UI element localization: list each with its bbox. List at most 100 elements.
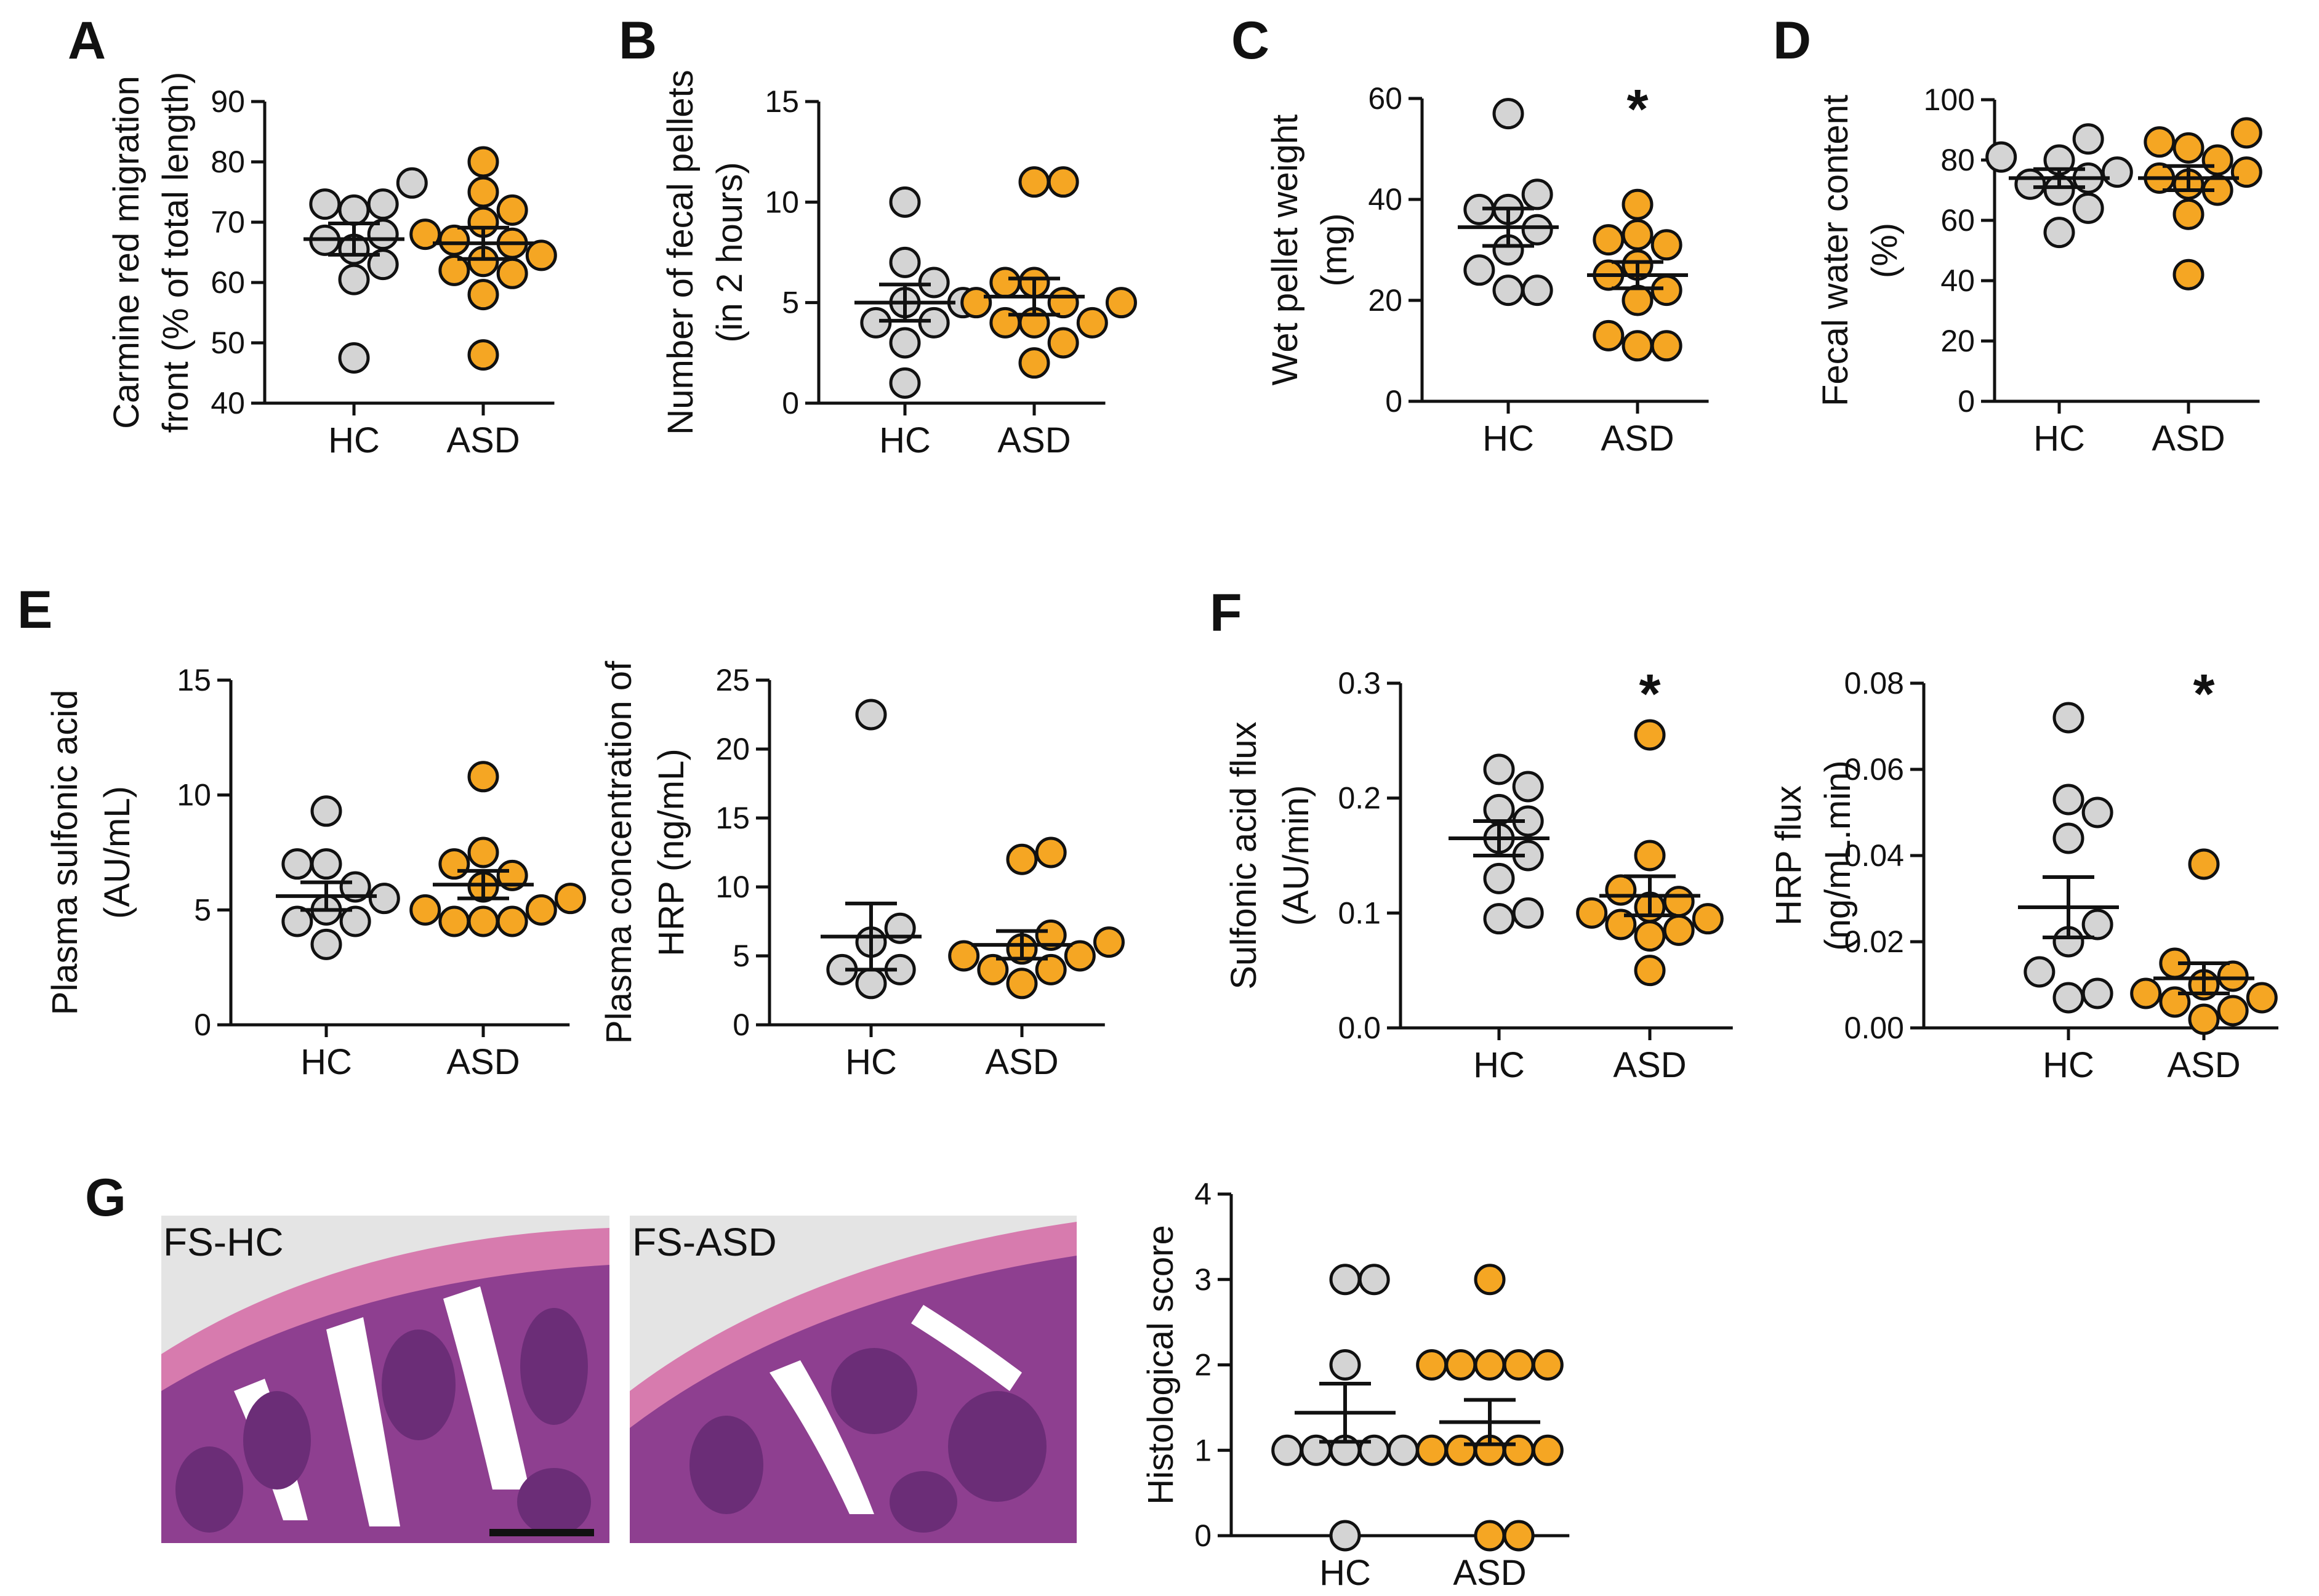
x-tick-label-hc: HC [1473, 1045, 1525, 1085]
data-point-asd [1650, 330, 1682, 362]
x-tick-label-asd: ASD [446, 1042, 520, 1082]
y-tick-label: 40 [1940, 263, 1975, 298]
y-axis-title: (%) [1865, 223, 1905, 278]
data-point-asd [1047, 327, 1079, 359]
panel-letter-c: C [1231, 11, 1269, 70]
x-tick-label-hc: HC [2033, 419, 2085, 459]
data-point-asd [1445, 1434, 1477, 1466]
data-point-asd [1576, 897, 1608, 929]
data-point-hc [2052, 784, 2084, 816]
y-axis-title: HRP flux [1769, 785, 1809, 926]
y-axis-title: Number of fecal pellets [661, 70, 701, 435]
data-point-asd [1474, 1264, 1506, 1296]
y-tick-label: 0 [1194, 1518, 1212, 1553]
data-point-asd [1593, 319, 1625, 351]
y-tick-label: 40 [1368, 182, 1402, 217]
data-point-hc [1358, 1264, 1390, 1296]
data-point-hc [338, 342, 370, 374]
data-point-hc [2052, 822, 2084, 854]
data-point-hc [918, 307, 950, 339]
y-axis-title: HRP (ng/mL) [651, 748, 691, 956]
data-point-asd [989, 307, 1021, 339]
data-point-asd [1445, 1349, 1477, 1381]
y-tick-label: 50 [211, 326, 245, 360]
panel-letter-e: E [17, 580, 52, 640]
data-point-hc [2081, 908, 2113, 940]
data-point-asd [2172, 198, 2204, 230]
data-point-asd [438, 254, 470, 286]
y-tick-label: 0 [1958, 384, 1975, 419]
data-point-hc [889, 367, 921, 399]
data-point-asd [948, 940, 980, 972]
data-point-asd [2246, 982, 2278, 1014]
data-point-asd [1634, 955, 1666, 987]
y-tick-label: 2 [1194, 1348, 1212, 1382]
y-tick-label: 100 [1924, 82, 1975, 117]
y-tick-label: 0 [733, 1008, 750, 1042]
data-point-hc [1463, 254, 1495, 286]
y-tick-label: 10 [177, 778, 211, 812]
data-point-asd [1622, 219, 1654, 251]
data-point-asd [1035, 919, 1067, 951]
y-tick-label: 0.3 [1338, 666, 1381, 700]
panel-letter-f: F [1210, 583, 1242, 643]
x-tick-label-hc: HC [1482, 419, 1534, 459]
data-point-hc [338, 263, 370, 295]
data-point-asd [1503, 1349, 1535, 1381]
y-tick-label: 90 [211, 84, 245, 119]
histology-image-hc [161, 1216, 609, 1543]
data-point-asd [467, 339, 499, 371]
chart-e1: E 0 5 10 15 HC ASD Plasma sulfonic acid (AU/mL) [17, 580, 586, 1082]
data-point-asd [1035, 953, 1067, 985]
histology-label-asd: FS-ASD [632, 1220, 777, 1264]
data-point-hc [1271, 1434, 1303, 1466]
significance-marker: * [1626, 79, 1648, 140]
data-point-asd [1663, 914, 1695, 946]
x-tick-label-asd: ASD [1613, 1045, 1686, 1085]
data-point-hc [889, 327, 921, 359]
data-point-asd [1605, 908, 1637, 940]
data-point-asd [1650, 275, 1682, 307]
data-point-asd [467, 176, 499, 208]
data-point-hc [1521, 275, 1553, 307]
data-point-hc [2052, 702, 2084, 734]
data-point-hc [310, 848, 342, 880]
data-point-asd [1663, 886, 1695, 918]
data-point-asd [1605, 874, 1637, 906]
data-point-asd [1047, 287, 1079, 319]
y-tick-label: 70 [211, 205, 245, 239]
data-point-asd [1416, 1434, 1448, 1466]
x-tick-label-hc: HC [300, 1042, 352, 1082]
data-point-asd [2172, 132, 2204, 164]
significance-marker: * [1639, 664, 1660, 725]
data-point-asd [438, 905, 470, 937]
data-point-hc [1512, 897, 1544, 929]
data-point-hc [338, 194, 370, 226]
data-point-asd [1503, 1520, 1535, 1552]
data-point-hc [2081, 977, 2113, 1009]
data-point-asd [467, 836, 499, 868]
panel-letter-g: G [85, 1168, 126, 1227]
data-point-asd [2217, 960, 2249, 992]
y-tick-label: 20 [1368, 283, 1402, 318]
chart-f1: F 0.0 0.1 0.2 0.3 HC ASD Sulfonic acid flux (AU/… [1210, 583, 1733, 1085]
y-tick-label: 15 [715, 801, 750, 835]
y-tick-label: 0.2 [1338, 781, 1381, 816]
data-point-hc [1329, 1264, 1361, 1296]
data-point-asd [409, 219, 441, 251]
y-tick-label: 10 [765, 185, 799, 219]
y-tick-label: 20 [715, 732, 750, 766]
data-point-asd [1593, 224, 1625, 256]
data-point-asd [496, 905, 528, 937]
x-tick-label-hc: HC [328, 420, 380, 460]
data-point-hc [1329, 1520, 1361, 1552]
data-point-hc [889, 186, 921, 218]
y-tick-label: 0.00 [1844, 1011, 1904, 1045]
chart-c: C 0 20 40 60 HC ASD Wet pellet weight (mg) * [1231, 11, 1709, 459]
data-point-asd [496, 859, 528, 891]
data-point-asd [525, 894, 557, 926]
data-point-asd [1532, 1434, 1564, 1466]
data-point-asd [1105, 287, 1137, 319]
data-point-hc [855, 968, 887, 1000]
